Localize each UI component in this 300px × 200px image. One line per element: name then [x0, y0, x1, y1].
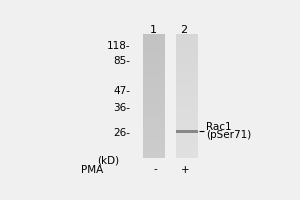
Bar: [143, 34, 165, 37]
Bar: [143, 37, 165, 40]
Bar: [143, 105, 165, 108]
Text: -: -: [153, 165, 157, 175]
Bar: [176, 84, 198, 87]
Bar: [176, 90, 198, 93]
Bar: [176, 130, 198, 133]
Bar: [176, 146, 198, 149]
Bar: [143, 118, 165, 121]
Bar: [176, 142, 198, 146]
Bar: [143, 68, 165, 71]
Bar: [143, 146, 165, 149]
Text: 85-: 85-: [113, 56, 130, 66]
Bar: [176, 152, 198, 155]
Text: PMA: PMA: [81, 165, 103, 175]
Bar: [143, 108, 165, 111]
Bar: [176, 102, 198, 105]
Bar: [176, 136, 198, 139]
Bar: [143, 130, 165, 133]
Bar: [143, 62, 165, 65]
Bar: [143, 121, 165, 124]
Bar: [143, 102, 165, 105]
Text: (kD): (kD): [97, 155, 119, 165]
Text: 1: 1: [150, 25, 157, 35]
Text: 26-: 26-: [113, 128, 130, 138]
Bar: [143, 136, 165, 139]
Bar: [143, 99, 165, 102]
Bar: [143, 53, 165, 56]
Text: 36-: 36-: [113, 103, 130, 113]
Bar: [176, 121, 198, 124]
Bar: [143, 87, 165, 90]
Bar: [176, 111, 198, 115]
Bar: [176, 87, 198, 90]
Bar: [176, 68, 198, 71]
Bar: [176, 56, 198, 59]
Bar: [143, 43, 165, 46]
Bar: [176, 43, 198, 46]
Bar: [176, 118, 198, 121]
Text: Rac1: Rac1: [206, 122, 232, 132]
Bar: [176, 40, 198, 43]
Bar: [143, 152, 165, 155]
Bar: [176, 115, 198, 118]
Bar: [176, 133, 198, 136]
Bar: [176, 77, 198, 80]
Text: 118-: 118-: [107, 41, 130, 51]
Bar: [176, 80, 198, 84]
Text: 47-: 47-: [113, 86, 130, 96]
Bar: [176, 99, 198, 102]
Bar: [176, 149, 198, 152]
Bar: [143, 139, 165, 142]
Bar: [143, 155, 165, 158]
Bar: [143, 71, 165, 74]
Bar: [143, 74, 165, 77]
Bar: [176, 65, 198, 68]
Bar: [143, 90, 165, 93]
Bar: [143, 46, 165, 50]
Bar: [143, 65, 165, 68]
Bar: [143, 40, 165, 43]
Bar: [176, 62, 198, 65]
Text: (pSer71): (pSer71): [206, 130, 251, 140]
Bar: [176, 124, 198, 127]
Bar: [176, 139, 198, 142]
Bar: [143, 124, 165, 127]
Bar: [176, 108, 198, 111]
Text: 2: 2: [180, 25, 188, 35]
Bar: [176, 155, 198, 158]
Bar: [143, 149, 165, 152]
Bar: [176, 46, 198, 50]
Text: +: +: [181, 165, 190, 175]
Bar: [143, 142, 165, 146]
Bar: [176, 34, 198, 37]
Bar: [176, 130, 198, 133]
Bar: [143, 56, 165, 59]
Bar: [143, 59, 165, 62]
Bar: [176, 105, 198, 108]
Bar: [143, 50, 165, 53]
Bar: [143, 111, 165, 115]
Bar: [143, 133, 165, 136]
Bar: [176, 71, 198, 74]
Bar: [176, 50, 198, 53]
Bar: [143, 115, 165, 118]
Bar: [143, 80, 165, 84]
Bar: [176, 37, 198, 40]
Bar: [176, 96, 198, 99]
Bar: [176, 74, 198, 77]
Bar: [143, 84, 165, 87]
Bar: [176, 127, 198, 130]
Bar: [176, 59, 198, 62]
Bar: [143, 96, 165, 99]
Bar: [143, 127, 165, 130]
Bar: [143, 77, 165, 80]
Bar: [176, 53, 198, 56]
Bar: [176, 93, 198, 96]
Bar: [143, 93, 165, 96]
